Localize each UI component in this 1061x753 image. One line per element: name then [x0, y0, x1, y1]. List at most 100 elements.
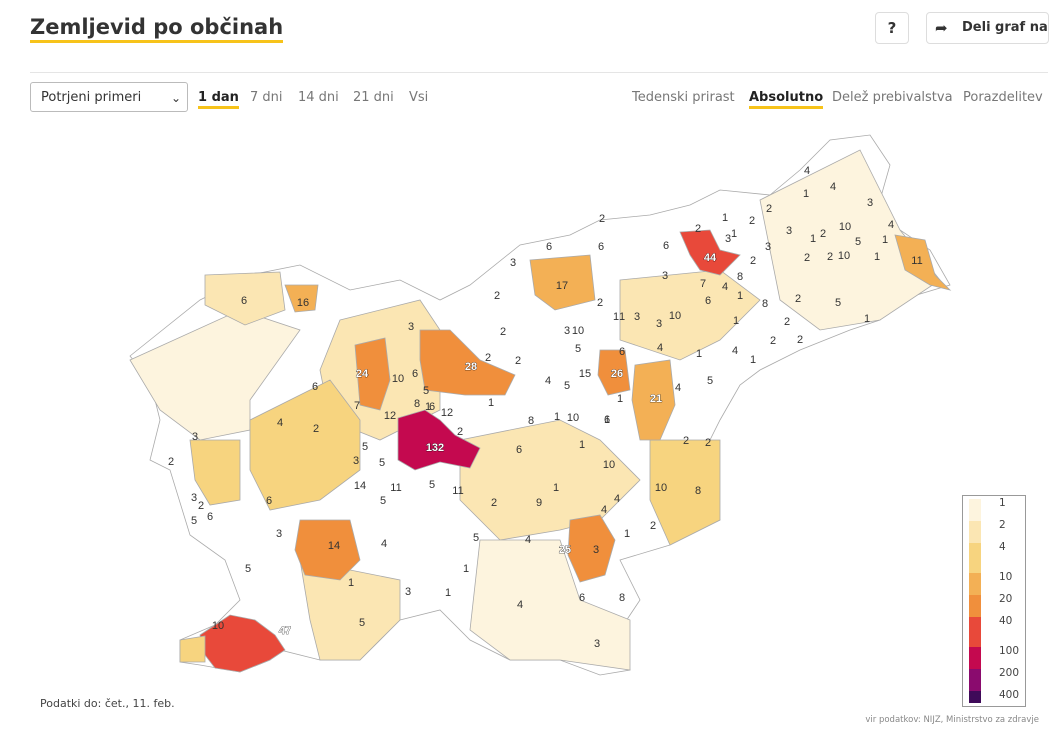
- municipality-value-label: 6: [312, 381, 318, 393]
- municipality-value-label: 1: [613, 311, 619, 323]
- municipality-value-label: 10: [212, 620, 224, 632]
- municipality-value-label: 2: [797, 334, 803, 346]
- range-tab-21-days[interactable]: 21 dni: [353, 90, 394, 105]
- municipality-value-label: 25: [559, 544, 571, 556]
- municipality-value-label: 3: [765, 241, 771, 253]
- region-zone: [284, 284, 319, 313]
- municipality-value-label: 10: [839, 221, 851, 233]
- municipality-value-label: 2: [650, 520, 656, 532]
- municipality-value-label: 2: [457, 426, 463, 438]
- municipality-value-label: 8: [695, 485, 701, 497]
- municipality-value-label: 1: [722, 212, 728, 224]
- share-button[interactable]: ➦ Deli graf na: [926, 12, 1049, 44]
- municipality-value-label: 4: [517, 599, 523, 611]
- municipality-value-label: 6: [429, 401, 435, 413]
- metric-select[interactable]: Potrjeni primeri ⌄: [30, 82, 188, 112]
- municipality-value-label: 1: [737, 290, 743, 302]
- municipality-value-label: 2: [804, 252, 810, 264]
- mode-tab-absolute[interactable]: Absolutno: [749, 90, 824, 109]
- municipality-value-label: 6: [412, 368, 418, 380]
- municipality-value-label: 28: [465, 361, 477, 373]
- municipality-value-label: 21: [650, 393, 662, 405]
- municipality-value-label: 6: [663, 240, 669, 252]
- municipality-value-label: 6: [241, 295, 247, 307]
- region-zone: [419, 329, 516, 396]
- municipality-value-label: 14: [354, 480, 366, 492]
- municipality-value-label: 10: [669, 310, 681, 322]
- mode-tab-distribution[interactable]: Porazdelitev: [963, 90, 1043, 105]
- municipality-value-label: 5: [473, 532, 479, 544]
- municipality-value-label: 8: [528, 415, 534, 427]
- municipality-value-label: 1: [696, 348, 702, 360]
- municipality-value-label: 12: [441, 407, 453, 419]
- municipality-value-label: 1: [348, 577, 354, 589]
- municipality-value-label: 1: [624, 528, 630, 540]
- municipality-value-label: 10: [392, 373, 404, 385]
- municipality-value-label: 11: [452, 485, 463, 497]
- share-arrow-icon: ➦: [935, 19, 948, 37]
- municipality-value-label: 3: [656, 318, 662, 330]
- municipality-value-label: 6: [604, 414, 610, 426]
- municipality-value-label: 16: [297, 297, 309, 309]
- municipality-value-label: 5: [835, 297, 841, 309]
- range-tab-all[interactable]: Vsi: [409, 90, 429, 105]
- municipality-value-label: 6: [579, 592, 585, 604]
- chevron-down-icon: ⌄: [170, 91, 181, 105]
- municipality-value-label: 6: [546, 241, 552, 253]
- legend-tick-label: 200: [999, 667, 1020, 679]
- legend-swatch: [969, 647, 981, 669]
- legend-tick-label: 40: [999, 615, 1013, 627]
- municipality-value-label: 7: [700, 278, 706, 290]
- region-zone: [649, 439, 721, 546]
- mode-tab-population-share[interactable]: Delež prebivalstva: [832, 90, 953, 105]
- range-tab-7-days[interactable]: 7 dni: [250, 90, 283, 105]
- municipality-value-label: 1: [733, 315, 739, 327]
- municipality-value-label: 2: [795, 293, 801, 305]
- municipality-value-label: 2: [770, 335, 776, 347]
- municipality-value-label: 4: [614, 493, 620, 505]
- region-zone: [204, 271, 286, 326]
- municipality-value-label: 4: [732, 345, 738, 357]
- municipality-value-label: 3: [594, 638, 600, 650]
- legend-tick-label: 100: [999, 645, 1020, 657]
- region-zone: [894, 234, 952, 291]
- legend-tick-label: 4: [999, 541, 1006, 553]
- legend-tick-label: 10: [999, 571, 1013, 583]
- municipality-value-label: 1: [874, 251, 880, 263]
- municipality-value-label: 1: [619, 311, 625, 323]
- divider: [30, 72, 1048, 73]
- legend-swatch: [969, 691, 981, 703]
- range-tab-1-day[interactable]: 1 dan: [198, 90, 239, 109]
- municipality-value-label: 3: [564, 325, 570, 337]
- municipality-value-label: 2: [784, 316, 790, 328]
- metric-select-value: Potrjeni primeri: [41, 90, 142, 105]
- region-zone: [567, 514, 616, 583]
- municipality-value-label: 14: [328, 540, 340, 552]
- municipality-value-label: 132: [426, 442, 444, 454]
- municipality-value-label: 10: [603, 459, 615, 471]
- legend-swatch: [969, 573, 981, 595]
- region-zone: [354, 337, 391, 411]
- municipality-value-label: 4: [381, 538, 387, 550]
- municipality-value-label: 4: [545, 375, 551, 387]
- municipality-value-label: 2: [491, 497, 497, 509]
- region-zone: [397, 409, 481, 471]
- municipality-value-label: 4: [830, 181, 836, 193]
- range-tab-14-days[interactable]: 14 dni: [298, 90, 339, 105]
- mode-tab-weekly-growth[interactable]: Tedenski prirast: [632, 90, 735, 105]
- municipality-value-label: 2: [820, 228, 826, 240]
- municipality-value-label: 1: [864, 313, 870, 325]
- region-zone: [249, 379, 361, 511]
- help-button[interactable]: ?: [875, 12, 909, 44]
- municipality-value-label: 15: [579, 368, 591, 380]
- municipality-value-label: 3: [192, 431, 198, 443]
- region-zone: [179, 635, 206, 663]
- municipality-value-label: 5: [855, 236, 861, 248]
- municipality-value-label: 10: [655, 482, 667, 494]
- region-zone: [469, 539, 631, 671]
- region-zone: [759, 149, 941, 331]
- municipality-value-label: 5: [707, 375, 713, 387]
- municipality-value-label: 1: [803, 188, 809, 200]
- municipality-value-label: 2: [766, 203, 772, 215]
- municipality-value-label: 5: [380, 495, 386, 507]
